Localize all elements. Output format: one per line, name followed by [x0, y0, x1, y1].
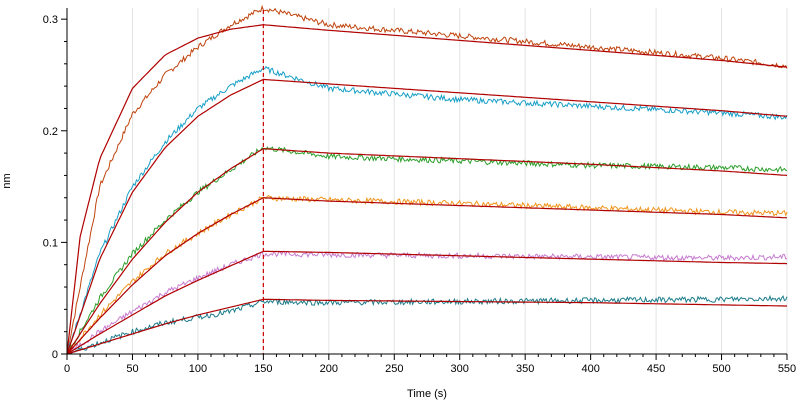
fit-curve-line — [66, 197, 788, 355]
y-tick-label: 0.2 — [43, 126, 58, 138]
y-tick-label: 0 — [52, 349, 58, 361]
y-axis-ticks: 0 0.1 0.2 0.3 — [43, 14, 67, 361]
data-series-line — [66, 65, 788, 354]
fit-curve-line — [66, 147, 788, 355]
fit-curves — [66, 24, 788, 355]
x-tick-label: 250 — [385, 363, 403, 375]
y-axis-title: nm — [1, 173, 13, 188]
x-tick-label: 450 — [647, 363, 665, 375]
x-axis-title: Time (s) — [407, 388, 447, 400]
x-tick-label: 50 — [126, 363, 138, 375]
x-tick-label: 550 — [778, 363, 796, 375]
axes — [66, 8, 787, 355]
fit-curve-line — [66, 250, 788, 355]
x-tick-label: 400 — [581, 363, 599, 375]
fit-curve-line — [66, 24, 788, 355]
x-axis-ticks: 0 50 100 150 200 250 300 350 400 450 500 550 — [64, 354, 796, 375]
data-series-line — [66, 4, 788, 355]
fit-curve-line — [66, 298, 787, 355]
y-tick-label: 0.3 — [43, 14, 58, 26]
x-tick-label: 350 — [516, 363, 534, 375]
data-series-line — [66, 195, 788, 355]
x-tick-label: 300 — [451, 363, 469, 375]
x-tick-label: 100 — [189, 363, 207, 375]
x-tick-label: 150 — [254, 363, 272, 375]
fit-curve-line — [66, 78, 788, 355]
data-series-line — [67, 250, 788, 355]
x-tick-label: 200 — [320, 363, 338, 375]
x-tick-label: 0 — [64, 363, 70, 375]
data-series-line — [67, 294, 788, 355]
y-tick-label: 0.1 — [43, 237, 58, 249]
grid-lines — [131, 8, 788, 354]
x-tick-label: 500 — [712, 363, 730, 375]
